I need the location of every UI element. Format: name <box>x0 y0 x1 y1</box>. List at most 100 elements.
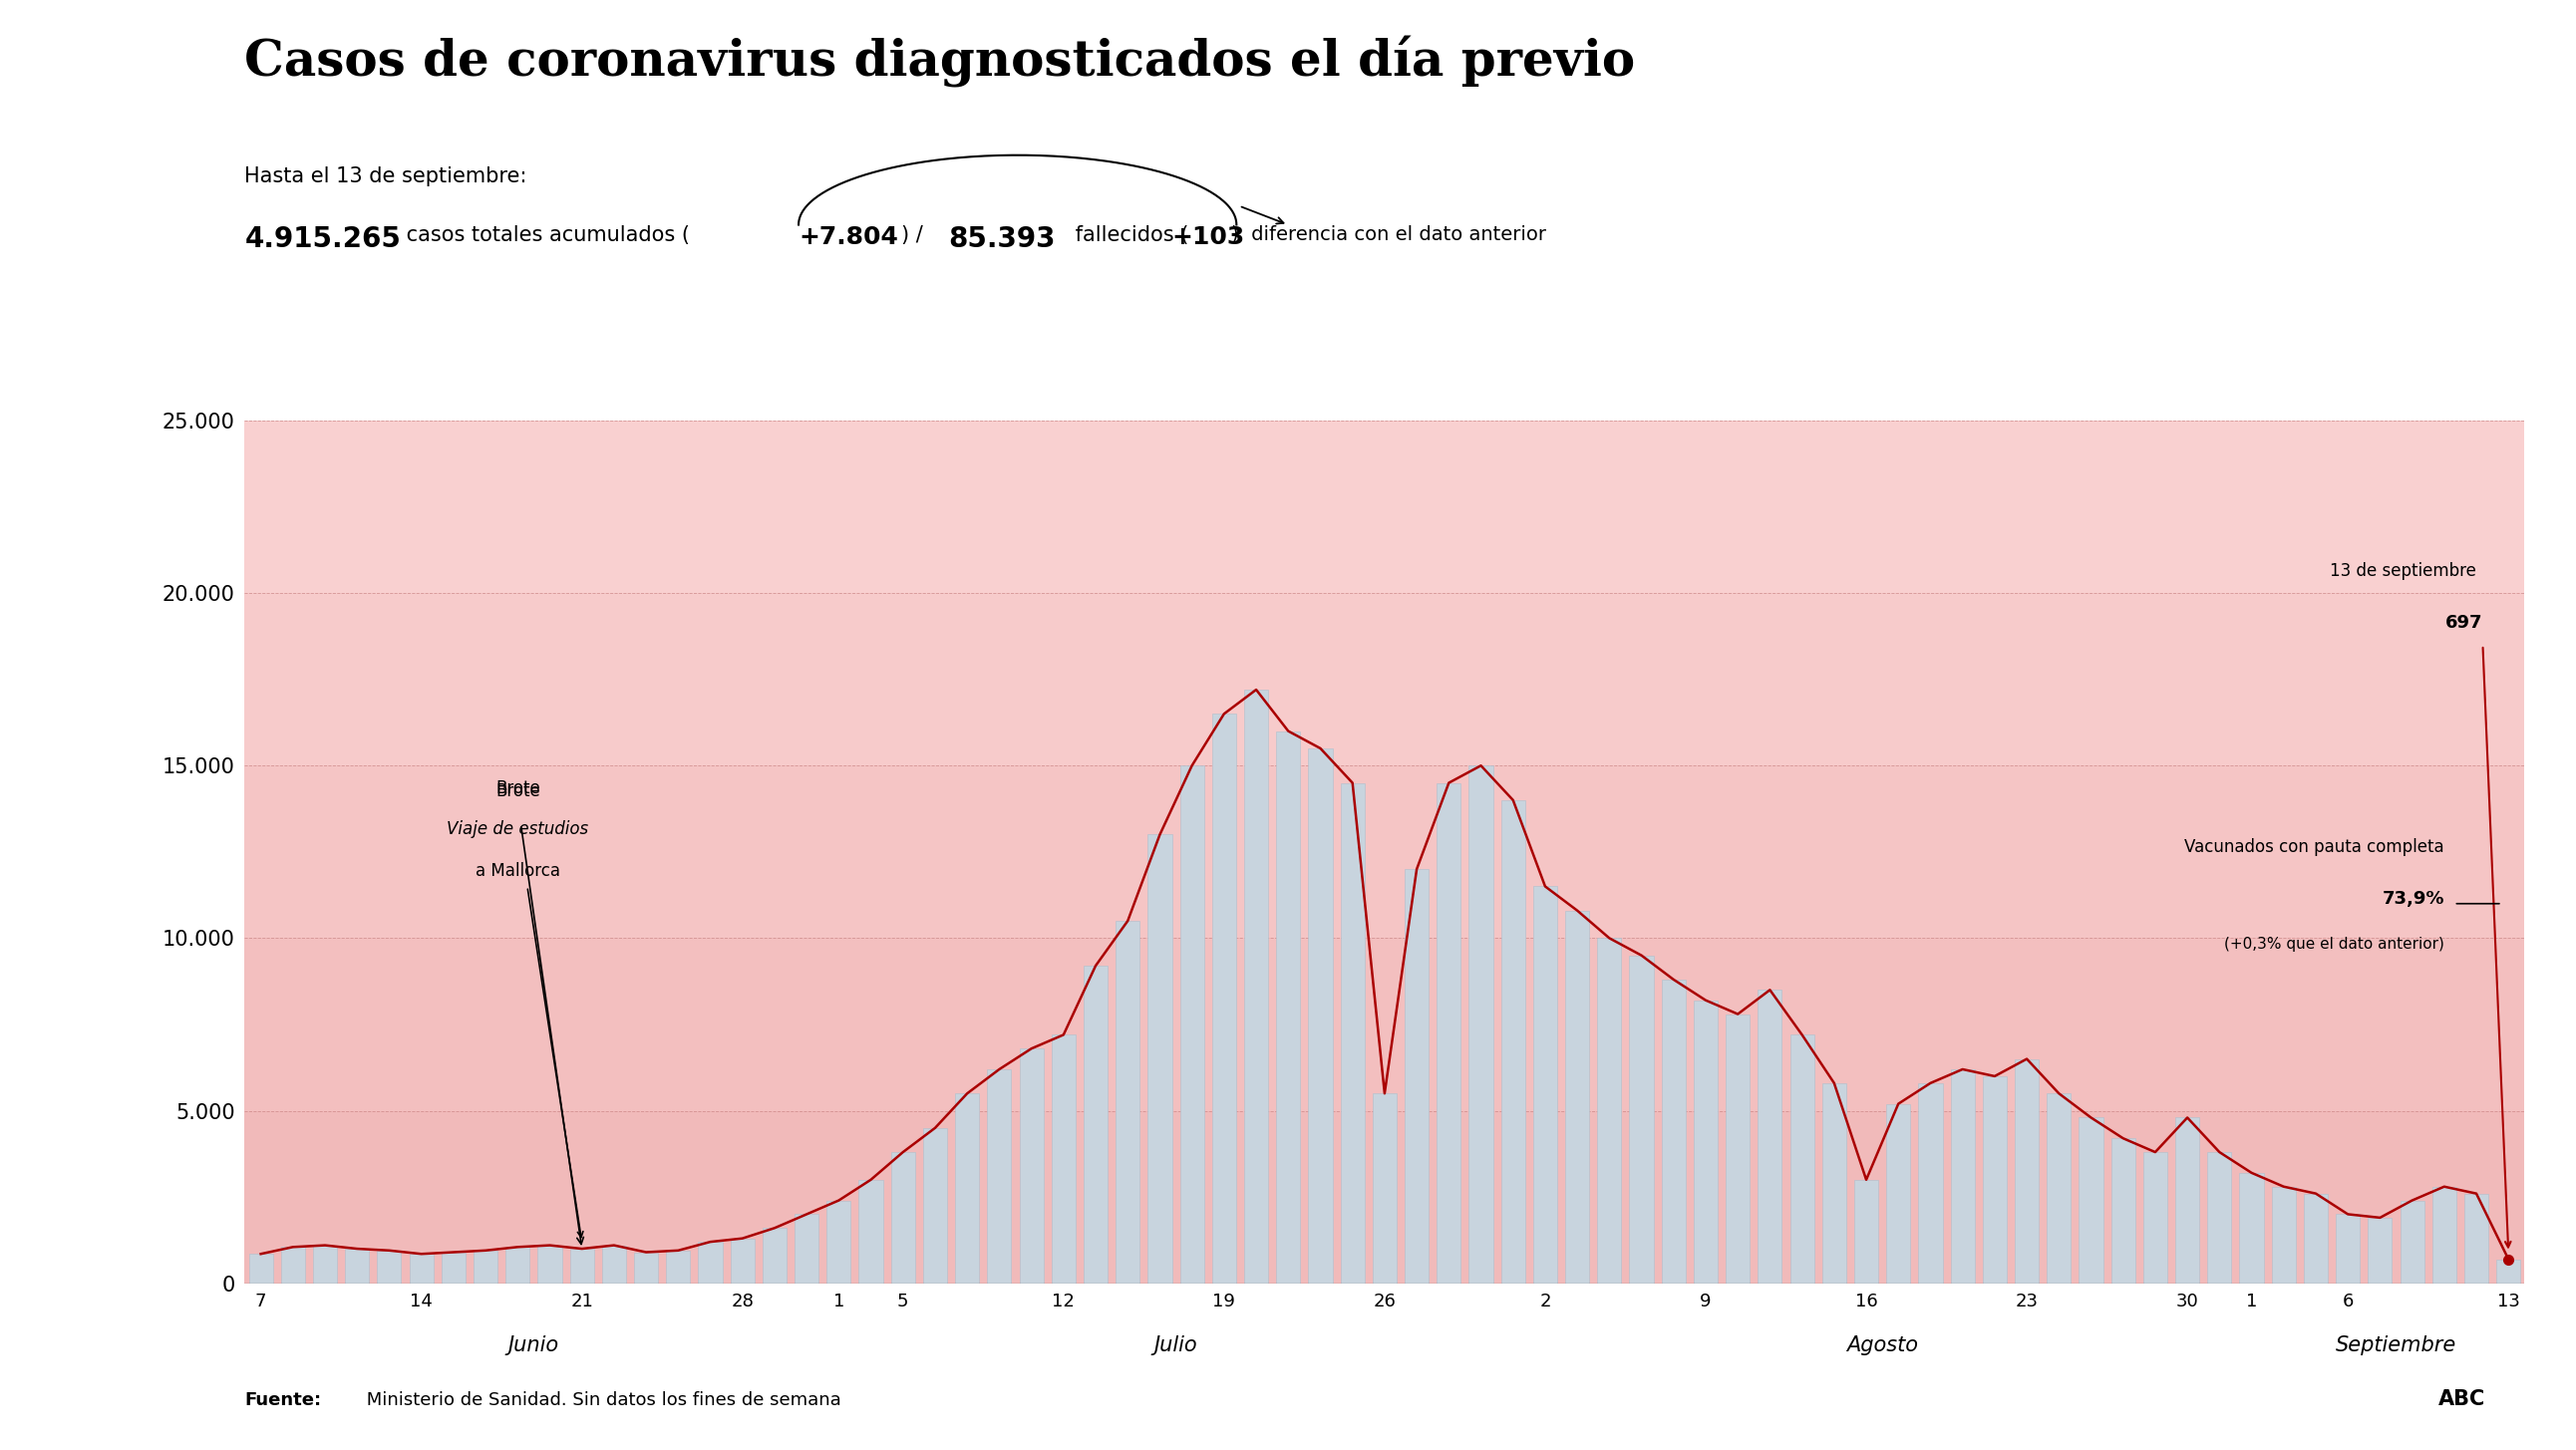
Text: +103: +103 <box>1172 225 1244 248</box>
Bar <box>1790 1035 1814 1283</box>
Bar <box>2303 1193 2329 1283</box>
Bar <box>2272 1186 2295 1283</box>
Text: casos totales acumulados (: casos totales acumulados ( <box>399 225 690 245</box>
Bar <box>1502 800 1525 1283</box>
Bar <box>2208 1153 2231 1283</box>
Bar <box>250 1254 273 1283</box>
Text: ) /: ) / <box>902 225 930 245</box>
Bar <box>2367 1218 2393 1283</box>
Text: 4.915.265: 4.915.265 <box>245 225 402 252</box>
Bar <box>732 1238 755 1283</box>
Bar <box>1855 1180 1878 1283</box>
Bar <box>1692 1000 1718 1283</box>
Bar <box>2048 1093 2071 1283</box>
Bar <box>1919 1083 1942 1283</box>
Bar <box>1213 713 1236 1283</box>
Bar <box>245 420 2524 1283</box>
Bar <box>440 1253 466 1283</box>
Text: 85.393: 85.393 <box>948 225 1056 252</box>
Text: a Mallorca: a Mallorca <box>477 863 559 880</box>
Bar <box>505 1247 531 1283</box>
Text: )  diferencia con el dato anterior: ) diferencia con el dato anterior <box>1231 225 1546 244</box>
Text: Julio: Julio <box>1154 1335 1198 1356</box>
Text: 13 de septiembre: 13 de septiembre <box>2329 561 2476 580</box>
Text: (+0,3% que el dato anterior): (+0,3% que el dato anterior) <box>2223 937 2445 951</box>
Bar <box>1984 1076 2007 1283</box>
Bar <box>922 1128 948 1283</box>
Text: +7.804: +7.804 <box>799 225 899 248</box>
Bar <box>987 1069 1012 1283</box>
Bar <box>1631 956 1654 1283</box>
Bar <box>698 1241 721 1283</box>
Bar <box>245 766 2524 1283</box>
Text: Septiembre: Septiembre <box>2336 1335 2458 1356</box>
Bar <box>1757 990 1783 1283</box>
Bar <box>1468 766 1494 1283</box>
Bar <box>793 1214 819 1283</box>
Text: Brote: Brote <box>495 779 541 798</box>
Bar <box>1437 783 1461 1283</box>
Text: Vacunados con pauta completa: Vacunados con pauta completa <box>2184 838 2445 855</box>
Text: fallecidos (: fallecidos ( <box>1069 225 1190 245</box>
Bar <box>2079 1118 2102 1283</box>
Text: Casos de coronavirus diagnosticados el día previo: Casos de coronavirus diagnosticados el d… <box>245 36 1636 88</box>
Bar <box>312 1246 337 1283</box>
Bar <box>1533 886 1556 1283</box>
Bar <box>956 1093 979 1283</box>
Bar <box>410 1254 433 1283</box>
Text: Brote: Brote <box>495 783 585 1244</box>
Text: Fuente:: Fuente: <box>245 1392 322 1409</box>
Bar <box>603 1246 626 1283</box>
Bar <box>1886 1103 1911 1283</box>
Text: 697: 697 <box>2445 613 2483 632</box>
Bar <box>858 1180 884 1283</box>
Bar <box>2336 1214 2360 1283</box>
Bar <box>1115 921 1139 1283</box>
Bar <box>1950 1069 1976 1283</box>
Text: Junio: Junio <box>507 1335 559 1356</box>
Bar <box>667 1250 690 1283</box>
Bar <box>1821 1083 1847 1283</box>
Bar <box>1726 1014 1749 1283</box>
Bar <box>245 938 2524 1283</box>
Bar <box>474 1250 497 1283</box>
Bar <box>2496 1259 2519 1283</box>
Bar <box>2143 1153 2166 1283</box>
Bar <box>762 1228 786 1283</box>
Bar <box>538 1246 562 1283</box>
Bar <box>634 1253 657 1283</box>
Text: 73,9%: 73,9% <box>2383 890 2445 908</box>
Bar <box>1404 869 1430 1283</box>
Bar <box>281 1247 304 1283</box>
Text: Viaje de estudios: Viaje de estudios <box>446 821 587 838</box>
Bar <box>1149 835 1172 1283</box>
Bar <box>2432 1186 2458 1283</box>
Bar <box>1020 1048 1043 1283</box>
Text: Agosto: Agosto <box>1847 1335 1919 1356</box>
Text: ABC: ABC <box>2439 1389 2486 1409</box>
Bar <box>1244 690 1267 1283</box>
Bar <box>1051 1035 1077 1283</box>
Bar <box>2112 1138 2136 1283</box>
Bar <box>1662 980 1685 1283</box>
Bar <box>1275 731 1301 1283</box>
Bar <box>345 1248 368 1283</box>
Bar <box>1180 766 1203 1283</box>
Text: Ministerio de Sanidad. Sin datos los fines de semana: Ministerio de Sanidad. Sin datos los fin… <box>361 1392 840 1409</box>
Bar <box>1084 966 1108 1283</box>
Bar <box>891 1153 914 1283</box>
Bar <box>245 1111 2524 1283</box>
Bar <box>569 1248 595 1283</box>
Bar <box>827 1201 850 1283</box>
Bar <box>2174 1118 2200 1283</box>
Bar <box>1566 911 1589 1283</box>
Bar <box>2014 1058 2038 1283</box>
Bar <box>2465 1193 2488 1283</box>
Bar <box>1340 783 1365 1283</box>
Bar <box>2401 1201 2424 1283</box>
Text: Hasta el 13 de septiembre:: Hasta el 13 de septiembre: <box>245 167 528 187</box>
Bar <box>1597 938 1620 1283</box>
Bar <box>1373 1093 1396 1283</box>
Bar <box>245 593 2524 1283</box>
Bar <box>1309 748 1332 1283</box>
